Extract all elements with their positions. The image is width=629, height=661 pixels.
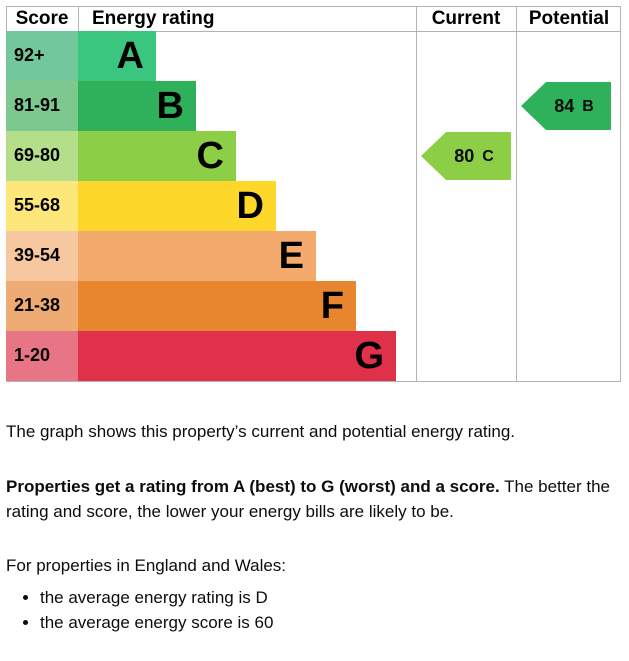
energy-graph: Score Energy rating Current Potential 92… [6,6,621,382]
rating-letter: A [117,35,144,77]
header-current: Current [432,8,501,29]
header-score: Score [16,8,69,29]
rating-bar [78,281,356,331]
potential-letter: B [582,98,594,115]
rating-bar [78,181,276,231]
score-range: 81-91 [14,95,60,115]
rating-bar [78,231,316,281]
bold-text: Properties get a rating from A (best) to… [6,477,500,496]
header-rating: Energy rating [92,8,214,29]
rating-text: Properties get a rating from A (best) to… [6,474,621,524]
score-cell [6,231,78,281]
bullet: the average energy score is 60 [40,610,620,635]
current-label: 80 C [454,146,494,166]
rating-letter: G [354,335,384,377]
score-range: 39-54 [14,245,60,265]
score-range: 55-68 [14,195,60,215]
score-range: 1-20 [14,345,50,365]
score-range: 21-38 [14,295,60,315]
rating-letter: F [321,285,344,327]
body-text: The better the rating and score, the low… [6,477,610,521]
rating-bar [78,331,396,381]
rating-bar [78,81,196,131]
bullet: the average energy rating is D [40,585,620,610]
score-cell [6,131,78,181]
potential-arrow [521,82,611,130]
region-text: For properties in England and Wales: [6,556,287,575]
score-range: 69-80 [14,145,60,165]
potential-label: 84 B [554,96,594,116]
rating-letter: B [157,85,184,127]
rating-letter: E [279,235,304,277]
current-score: 80 [454,146,474,166]
score-cell [6,31,78,81]
header-potential: Potential [529,8,609,29]
score-range: 92+ [14,45,45,65]
score-cell [6,181,78,231]
score-cell [6,281,78,331]
current-arrow [421,132,511,180]
score-cell [6,331,78,381]
current-letter: C [482,148,494,165]
intro-text: The graph shows this property’s current … [6,422,516,441]
bullet-list: the average energy rating is D the avera… [0,585,620,635]
rating-bar [78,131,236,181]
score-cell [6,81,78,131]
rating-bar [78,31,156,81]
rating-letter: C [197,135,224,177]
potential-score: 84 [554,96,574,116]
rating-letter: D [237,185,264,227]
